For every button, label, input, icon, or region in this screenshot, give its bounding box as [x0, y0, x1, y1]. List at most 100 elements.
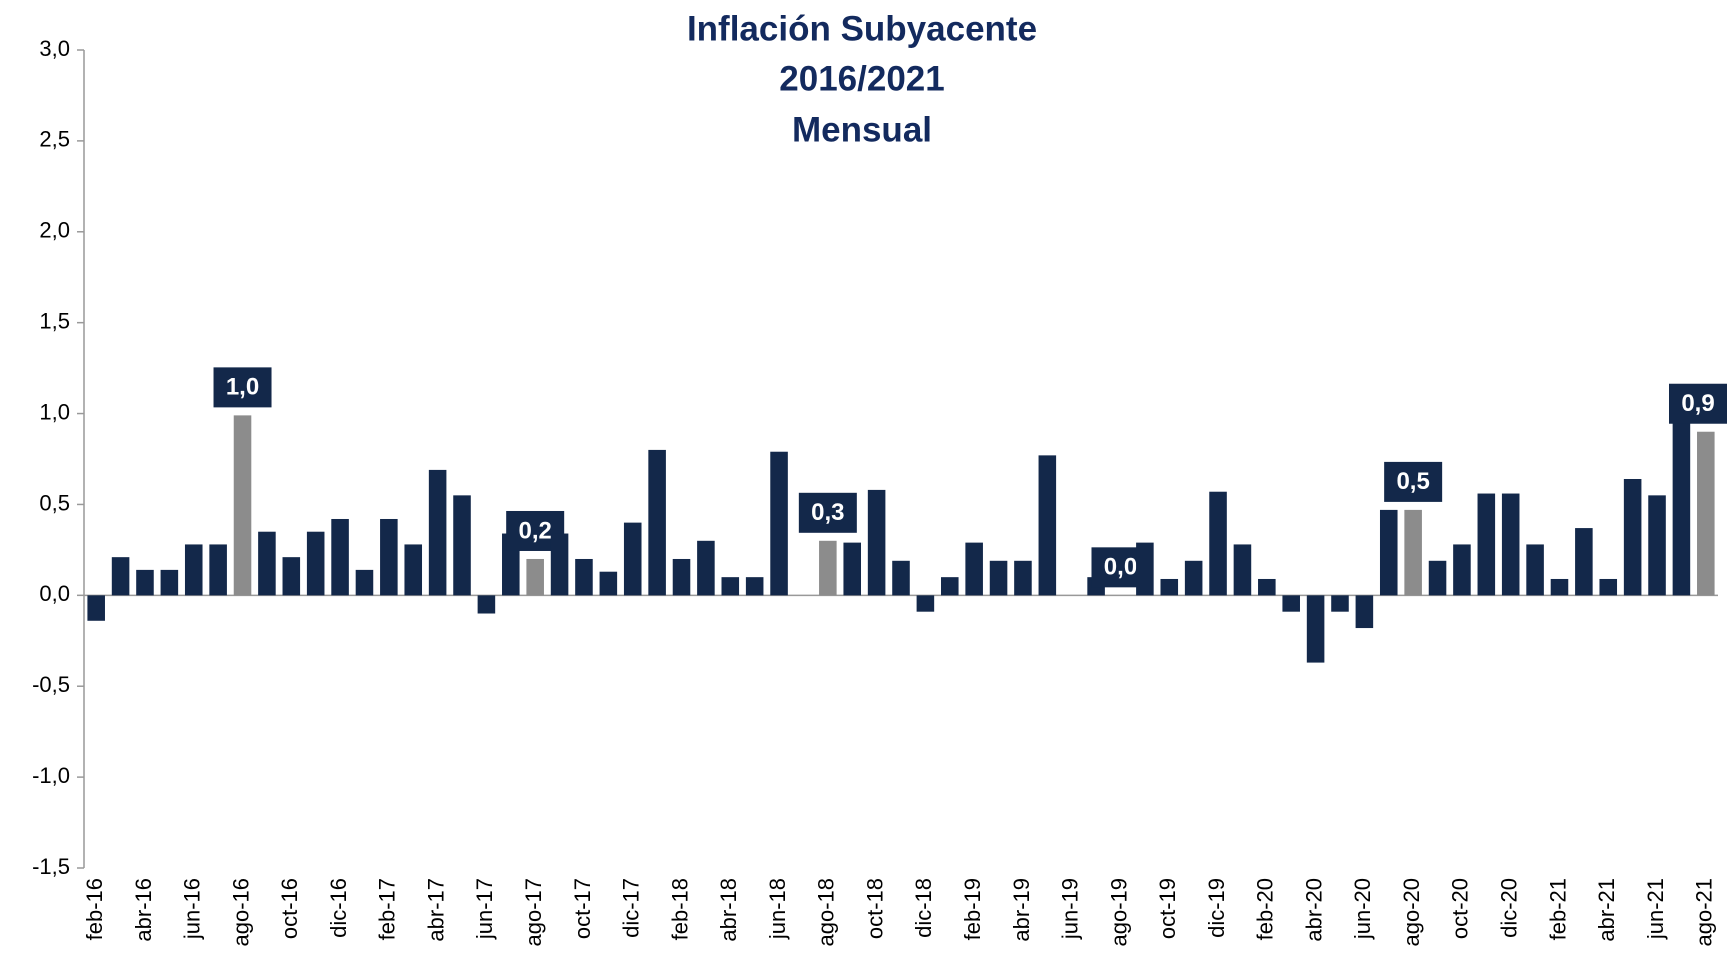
x-tick-label: oct-17: [570, 878, 595, 939]
value-label: 1,0: [226, 374, 259, 401]
bar: [1575, 528, 1593, 596]
x-tick-label: abr-20: [1301, 878, 1326, 942]
y-tick-label: 1,5: [39, 308, 70, 333]
x-tick-label: dic-18: [911, 878, 936, 938]
bar: [111, 557, 130, 596]
bar: [672, 558, 691, 596]
y-tick-label: 0,0: [39, 581, 70, 606]
chart-title: Mensual: [792, 110, 932, 149]
bar: [867, 489, 886, 596]
x-tick-label: abr-19: [1009, 878, 1034, 942]
x-tick-label: jun-19: [1058, 878, 1083, 940]
y-tick-label: 3,0: [39, 36, 70, 61]
x-tick-label: dic-19: [1204, 878, 1229, 938]
bar: [721, 577, 740, 596]
bar: [1672, 399, 1691, 596]
bar: [745, 577, 764, 596]
bar: [380, 518, 398, 596]
y-tick-label: -1,0: [32, 763, 70, 788]
bar: [428, 469, 447, 596]
bar: [1184, 560, 1203, 596]
x-tick-label: jun-21: [1643, 878, 1668, 940]
chart-title: Inflación Subyacente: [687, 9, 1037, 48]
x-tick-label: oct-16: [277, 878, 302, 939]
x-tick-label: dic-20: [1497, 878, 1522, 938]
bar: [1404, 509, 1422, 596]
y-tick-label: 2,5: [39, 127, 70, 152]
bar: [160, 569, 179, 596]
x-tick-label: feb-21: [1545, 878, 1570, 940]
x-tick-label: jun-20: [1350, 878, 1375, 940]
x-tick-label: abr-16: [131, 878, 156, 942]
x-tick-label: jun-18: [765, 878, 790, 940]
bar: [1306, 595, 1325, 663]
bar: [575, 558, 593, 596]
value-label: 0,9: [1681, 390, 1714, 417]
bar: [1428, 560, 1447, 596]
bar: [453, 495, 471, 596]
bar: [136, 569, 154, 596]
bar: [1136, 542, 1154, 596]
bar: [1526, 544, 1544, 596]
value-label: 0,2: [518, 517, 551, 544]
bar: [1258, 578, 1276, 596]
bar: [1648, 495, 1666, 596]
x-tick-label: feb-17: [375, 878, 400, 940]
bar: [1599, 578, 1618, 596]
value-label: 0,5: [1396, 468, 1429, 495]
x-tick-label: abr-21: [1594, 878, 1619, 942]
value-label-box: [1669, 383, 1727, 424]
bar: [623, 522, 642, 596]
bar: [892, 560, 910, 596]
x-tick-label: ago-18: [814, 878, 839, 947]
x-tick-label: ago-17: [521, 878, 546, 947]
bar: [1233, 544, 1252, 596]
bar: [599, 571, 618, 596]
bar: [87, 595, 105, 621]
bar: [819, 540, 837, 596]
x-tick-label: jun-17: [472, 878, 497, 940]
bar: [989, 560, 1008, 596]
bar: [770, 451, 788, 596]
y-tick-label: 2,0: [39, 218, 70, 243]
x-tick-label: dic-16: [326, 878, 351, 938]
bar: [697, 540, 715, 596]
bar: [1379, 509, 1398, 596]
x-tick-label: abr-17: [423, 878, 448, 942]
bar: [355, 569, 374, 596]
x-tick-label: oct-19: [1155, 878, 1180, 939]
x-tick-label: oct-18: [862, 878, 887, 939]
bar: [1355, 595, 1374, 629]
bar: [1697, 431, 1715, 596]
bar: [184, 544, 203, 596]
bar: [1331, 595, 1349, 612]
bar: [1160, 578, 1179, 596]
bar: [1501, 493, 1520, 596]
bar: [843, 542, 862, 596]
value-label-box: [213, 367, 272, 408]
bar: [1477, 493, 1496, 596]
bar: [404, 544, 423, 596]
bar: [965, 542, 983, 596]
x-tick-label: abr-18: [716, 878, 741, 942]
value-label: 0,3: [811, 499, 844, 526]
value-label-box: [1384, 461, 1443, 502]
bar: [940, 577, 959, 596]
bar: [258, 531, 276, 596]
bar: [550, 533, 569, 596]
bar: [1282, 595, 1300, 612]
x-tick-label: feb-19: [960, 878, 985, 940]
x-tick-label: ago-20: [1399, 878, 1424, 947]
bar: [526, 558, 544, 596]
bar: [209, 544, 227, 596]
x-tick-label: feb-18: [667, 878, 692, 940]
bar: [1623, 478, 1642, 596]
bar: [916, 595, 935, 612]
bar: [306, 531, 325, 596]
x-tick-label: oct-20: [1448, 878, 1473, 939]
bar: [1014, 560, 1032, 596]
bar: [1038, 455, 1057, 596]
x-tick-label: feb-20: [1253, 878, 1278, 940]
y-tick-label: -0,5: [32, 672, 70, 697]
